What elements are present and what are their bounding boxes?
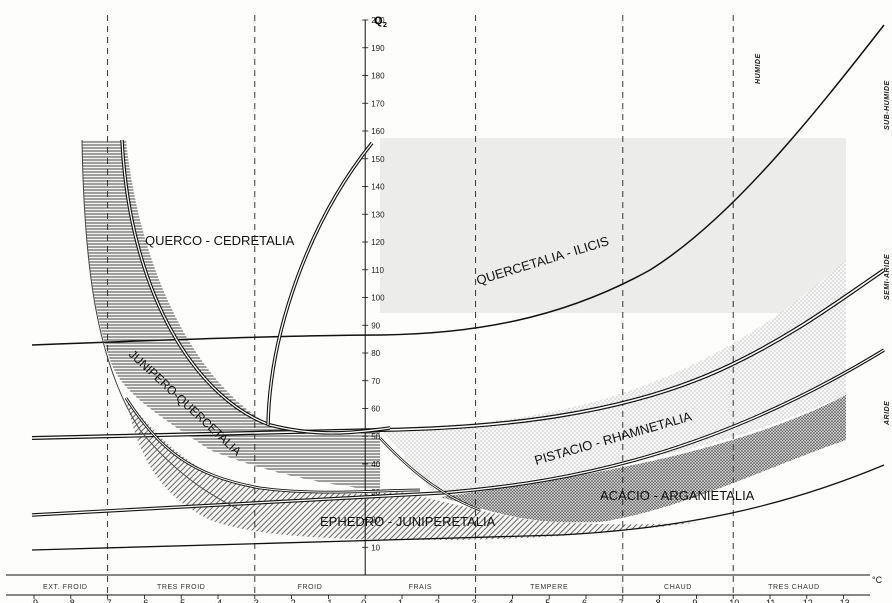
y-axis-title-subscript: 2 — [383, 22, 387, 29]
x-tick-label: -3 — [251, 598, 259, 603]
x-tick-label: 6 — [582, 598, 587, 603]
x-tick-label: 4 — [508, 598, 513, 603]
y-tick-label: 150 — [371, 155, 385, 164]
y-tick-label: 160 — [371, 127, 385, 136]
x-tick-label: 10 — [729, 598, 739, 603]
label-acacio-arganietalia: ACACIO - ARGANIETALIA — [600, 488, 755, 503]
label-humide: HUMIDE — [755, 53, 762, 84]
y-tick-label: 120 — [371, 238, 385, 247]
x-tick-label: 0 — [361, 598, 366, 603]
label-sub-humide: SUB-HUMIDE — [884, 80, 891, 130]
x-tick-label: 8 — [656, 598, 661, 603]
x-tick-label: 12 — [803, 598, 813, 603]
y-tick-label: 80 — [371, 349, 380, 358]
y-tick-label: 130 — [371, 210, 385, 219]
y-tick-label: 110 — [371, 266, 384, 275]
y-tick-label: 70 — [371, 377, 380, 386]
x-tick-label: -8 — [67, 598, 75, 603]
humid-boundary — [31, 24, 885, 346]
y-tick-label: 180 — [371, 72, 385, 81]
x-tick-label: -7 — [104, 598, 112, 603]
temperature-band-label: TEMPERE — [530, 584, 568, 591]
temperature-band-label: CHAUD — [664, 584, 692, 591]
x-tick-label: 7 — [619, 598, 624, 603]
pistacio-rhamnetalia-area — [380, 260, 846, 490]
y-tick-label: 60 — [371, 405, 380, 414]
y-tick-label: 200 — [371, 16, 385, 25]
temperature-band-label: TRES FROID — [157, 584, 205, 591]
x-tick-label: 2 — [435, 598, 440, 603]
x-tick-label: -6 — [140, 598, 148, 603]
left-outer-edge — [81, 139, 241, 511]
acacio-arganietalia-area — [440, 395, 846, 523]
x-axis-unit: °C — [872, 575, 883, 585]
y-axis-title: Q — [374, 15, 383, 27]
ephedro-juniperetalia-area — [126, 398, 700, 540]
y-tick-label: 170 — [371, 99, 385, 108]
x-tick-label: 3 — [472, 598, 477, 603]
cedar-boundary — [266, 141, 374, 426]
x-tick-label: 5 — [545, 598, 550, 603]
y-tick-label: 100 — [371, 294, 385, 303]
x-tick-label: 9 — [692, 598, 697, 603]
label-semi-aride: SEMI-ARIDE — [884, 254, 891, 300]
grid-layer: 1020304050607080901001101201301401501601… — [6, 15, 870, 603]
junipero-quercetalia-area — [82, 140, 380, 490]
y-tick-label: 190 — [371, 44, 385, 53]
y-tick-label: 10 — [371, 543, 380, 552]
x-tick-label: -5 — [177, 598, 185, 603]
x-tick-label: -9 — [30, 598, 38, 603]
temperature-band-label: TRES CHAUD — [768, 584, 820, 591]
x-tick-label: -4 — [214, 598, 222, 603]
y-tick-label: 40 — [371, 460, 380, 469]
x-tick-label: 11 — [766, 598, 775, 603]
label-ephedro-juniperetalia: EPHEDRO - JUNIPERETALIA — [320, 514, 496, 529]
y-tick-label: 140 — [371, 183, 385, 192]
x-tick-label: 1 — [398, 598, 403, 603]
temperature-band-label: FROID — [298, 584, 323, 591]
boundary-curves — [31, 24, 886, 551]
y-tick-label: 90 — [371, 321, 380, 330]
y-tick-label: 20 — [371, 516, 380, 525]
x-tick-label: 13 — [840, 598, 850, 603]
arid-boundary — [31, 464, 885, 551]
temperature-band-label: EXT. FROID — [43, 584, 88, 591]
quercetalia-ilicis-shading — [380, 138, 846, 313]
x-tick-label: -2 — [288, 598, 296, 603]
temperature-band-label: FRAIS — [409, 584, 433, 591]
y-tick-label: 50 — [371, 432, 380, 441]
x-tick-label: -1 — [324, 598, 332, 603]
label-aride: ARIDE — [884, 401, 891, 426]
label-querco-cedretalia: QUERCO - CEDRETALIA — [145, 233, 295, 248]
